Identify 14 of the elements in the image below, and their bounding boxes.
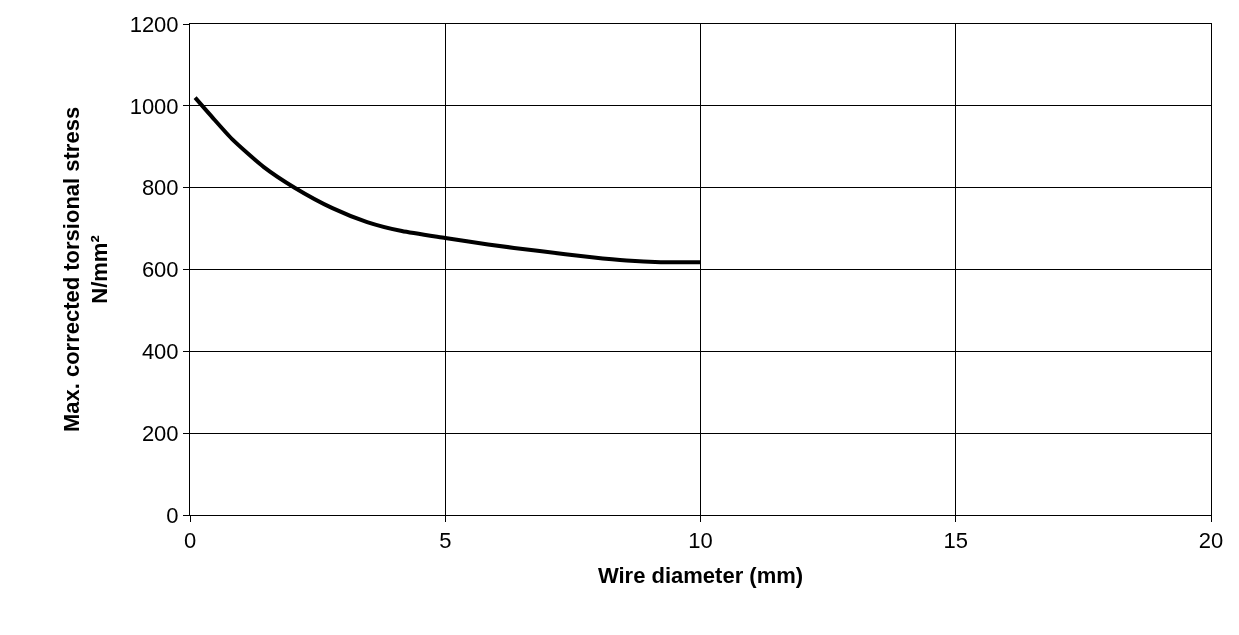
x-tick-label: 15 [943,528,968,554]
y-tick-label: 400 [141,339,179,365]
y-tick-label: 1200 [129,11,179,37]
x-axis-title: Wire diameter (mm) [597,563,804,589]
x-tick-label: 10 [688,528,713,554]
y-tick-label: 600 [141,257,179,283]
y-axis-title: Max. corrected torsional stress N/mm² [58,106,113,433]
x-tick-label: 20 [1198,528,1224,554]
y-tick-label: 200 [141,420,179,446]
x-tick-label: 5 [439,528,452,554]
x-tick-label: 0 [183,528,197,554]
y-tick-label: 0 [166,502,179,528]
y-tick-label: 800 [141,175,179,201]
y-tick-label: 1000 [129,93,179,119]
